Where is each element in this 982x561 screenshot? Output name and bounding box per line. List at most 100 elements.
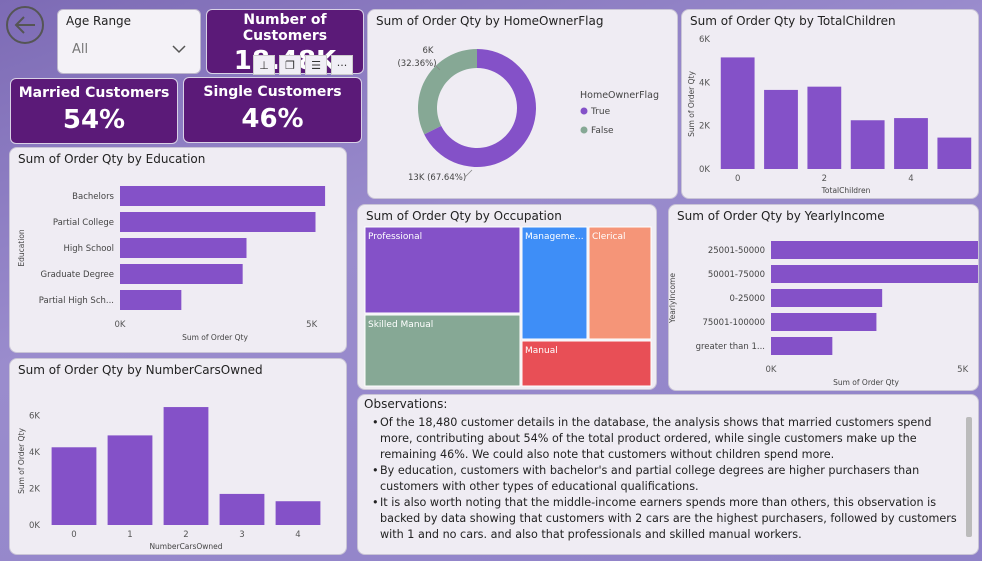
slicer-value[interactable]: All: [72, 42, 89, 57]
legend-marker: [580, 126, 588, 134]
bar: [275, 501, 321, 525]
bar: [107, 435, 153, 525]
occupation-chart[interactable]: Sum of Order Qty by Occupation Professio…: [357, 204, 657, 390]
income-chart-svg: 25001-50000 50001-75000 0-25000 75001-10000…: [669, 241, 978, 387]
x-tick-label: 5K: [957, 365, 968, 375]
bar: [219, 493, 265, 525]
x-tick-label: 0K: [766, 365, 777, 375]
y-tick-label: 2K: [699, 122, 710, 132]
bar: [120, 238, 247, 258]
treemap-label: Manual: [525, 346, 558, 356]
x-tick-label: 0K: [115, 320, 126, 330]
bar: [771, 241, 978, 259]
bar: [163, 407, 209, 525]
observations-list: Of the 18,480 customer details in the da…: [372, 415, 960, 543]
visual-toolbar: ⊥ ❐ ☰ ···: [253, 55, 363, 75]
chart-title: Sum of Order Qty by YearlyIncome: [677, 209, 885, 223]
bar: [771, 313, 877, 331]
x-tick-label: 2: [822, 174, 827, 184]
cars-chart[interactable]: Sum of Order Qty by NumberCarsOwned 0K 2K…: [9, 358, 347, 555]
chart-title: Sum of Order Qty by HomeOwnerFlag: [376, 14, 604, 28]
y-tick-label: Bachelors: [72, 192, 114, 202]
treemap-tile: [364, 226, 521, 314]
bar: [51, 447, 97, 525]
legend-title: HomeOwnerFlag: [580, 90, 659, 101]
x-tick-label: 5K: [306, 320, 317, 330]
x-tick-label: 2: [183, 530, 188, 540]
y-tick-label: 0-25000: [729, 294, 765, 304]
education-chart-svg: Bachelors Partial College High School Gradu…: [17, 186, 326, 342]
kpi-label: Number of Customers: [242, 12, 328, 44]
bar: [120, 290, 182, 310]
data-label: 13K (67.64%): [408, 173, 466, 183]
legend-label: True: [590, 107, 611, 117]
pie-slice: [418, 49, 477, 135]
bar: [120, 264, 243, 284]
cars-chart-svg: 0K 2K 4K 6K 0 1 2 3 4 NumberCarsOwned Sum of Order…: [17, 407, 321, 551]
x-tick-label: 1: [127, 530, 132, 540]
homeowner-chart-svg: 13K (67.64%) 6K (32.36%) HomeOwnerFlag True F…: [397, 46, 659, 183]
observation-item: It is also worth noting that the middle-…: [372, 495, 960, 543]
slicer-label: Age Range: [66, 14, 132, 28]
kpi-married-customers[interactable]: Married Customers 54%: [10, 78, 178, 144]
y-tick-label: 50001-75000: [708, 270, 765, 280]
bar: [120, 186, 326, 206]
x-tick-label: 4: [295, 530, 300, 540]
x-tick-label: 4: [908, 174, 913, 184]
homeowner-chart[interactable]: Sum of Order Qty by HomeOwnerFlag 13K (6…: [367, 9, 678, 199]
x-tick-label: 0: [735, 174, 740, 184]
y-tick-label: 75001-100000: [702, 318, 765, 328]
x-axis-label: TotalChildren: [821, 186, 871, 195]
observation-item: By education, customers with bachelor's …: [372, 463, 960, 495]
y-tick-label: High School: [64, 244, 114, 254]
observations-title: Observations:: [364, 397, 448, 411]
age-range-slicer[interactable]: Age Range All: [57, 9, 201, 74]
chart-title: Sum of Order Qty by NumberCarsOwned: [18, 363, 263, 377]
y-axis-label: Sum of Order Qty: [687, 71, 696, 137]
pie-slice: [424, 49, 536, 167]
copy-icon[interactable]: ❐: [279, 55, 301, 75]
bar: [120, 212, 316, 232]
more-icon[interactable]: ···: [331, 55, 353, 75]
y-tick-label: Graduate Degree: [41, 270, 114, 280]
treemap-label: Skilled Manual: [368, 320, 433, 330]
y-tick-label: 4K: [29, 448, 40, 458]
x-axis-label: Sum of Order Qty: [833, 378, 899, 387]
kpi-label: Single Customers: [203, 84, 342, 100]
kpi-single-customers[interactable]: Single Customers 46%: [183, 77, 362, 143]
arrow-left-icon: [14, 16, 35, 34]
treemap-label: Clerical: [592, 232, 626, 242]
education-chart[interactable]: Sum of Order Qty by Education Bachelors P…: [9, 147, 347, 353]
pin-icon[interactable]: ⊥: [253, 55, 275, 75]
kpi-label: Married Customers: [18, 85, 170, 101]
y-axis-label: Education: [17, 229, 26, 267]
x-tick-label: 0: [71, 530, 76, 540]
treemap-tile: [588, 226, 652, 340]
bar: [807, 86, 842, 169]
x-axis-label: Sum of Order Qty: [182, 333, 248, 342]
treemap-tile: [364, 314, 521, 387]
bar: [937, 137, 972, 169]
chart-title: Sum of Order Qty by Occupation: [366, 209, 562, 223]
filter-icon[interactable]: ☰: [305, 55, 327, 75]
children-chart[interactable]: Sum of Order Qty by TotalChildren 0K 2K 4K…: [681, 9, 979, 199]
legend-marker: [580, 107, 588, 115]
y-tick-label: Partial High Sch...: [39, 296, 114, 306]
chevron-down-icon[interactable]: [172, 44, 186, 54]
y-tick-label: 0K: [29, 521, 40, 531]
back-button[interactable]: [6, 6, 44, 44]
scrollbar[interactable]: [966, 417, 972, 537]
observations-panel[interactable]: Observations: Of the 18,480 customer det…: [357, 394, 979, 555]
bar: [764, 89, 798, 169]
income-chart[interactable]: Sum of Order Qty by YearlyIncome 25001-5…: [668, 204, 979, 391]
x-axis-label: NumberCarsOwned: [149, 542, 222, 551]
kpi-value: 54%: [62, 105, 126, 135]
children-chart-svg: 0K 2K 4K 6K 0 2 4 TotalChildren Sum of Order Qty: [687, 35, 972, 195]
y-tick-label: 6K: [29, 411, 40, 421]
legend-label: False: [591, 126, 614, 136]
y-tick-label: Partial College: [53, 218, 114, 228]
kpi-value: 46%: [241, 104, 304, 134]
chart-title: Sum of Order Qty by Education: [18, 152, 206, 166]
data-label: 6K: [423, 46, 434, 56]
bar: [771, 265, 978, 283]
